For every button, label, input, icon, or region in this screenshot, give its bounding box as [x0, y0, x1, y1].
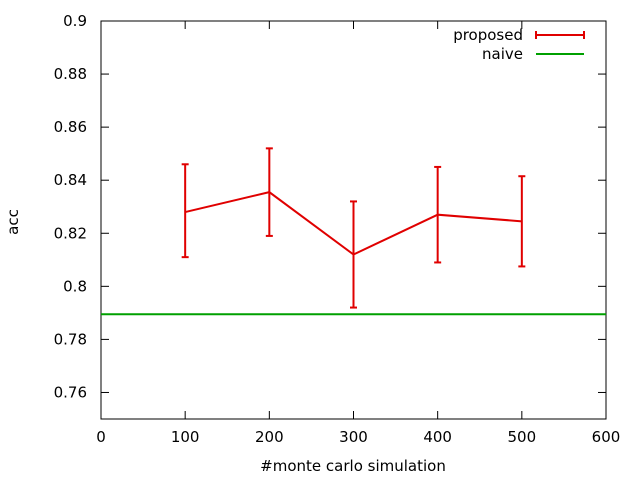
y-tick-label: 0.86	[54, 118, 87, 136]
x-tick-label: 600	[592, 428, 621, 446]
y-tick-label: 0.82	[54, 224, 87, 242]
series-layer	[101, 147, 606, 316]
legend-label-proposed: proposed	[453, 26, 523, 44]
x-tick-label: 400	[423, 428, 452, 446]
y-tick-label: 0.88	[54, 65, 87, 83]
legend-label-naive: naive	[482, 45, 523, 63]
y-tick-label: 0.76	[54, 383, 87, 401]
x-tick-label: 500	[508, 428, 537, 446]
axis-ticks: 0 100 200 300 400 500 600 0.76 0.78 0.8 0.82 0.84 0.…	[54, 12, 621, 446]
x-tick-label: 100	[171, 428, 200, 446]
x-tick-label: 300	[339, 428, 368, 446]
y-tick-label: 0.9	[63, 12, 87, 30]
legend: proposed naive	[453, 26, 585, 63]
x-tick-label: 200	[255, 428, 284, 446]
y-tick-label: 0.8	[63, 277, 87, 295]
y-tick-label: 0.84	[54, 171, 87, 189]
y-tick-label: 0.78	[54, 330, 87, 348]
legend-swatch-proposed	[535, 31, 585, 39]
x-axis-label: #monte carlo simulation	[260, 457, 446, 475]
y-axis-label: acc	[4, 209, 22, 235]
x-tick-label: 0	[96, 428, 106, 446]
